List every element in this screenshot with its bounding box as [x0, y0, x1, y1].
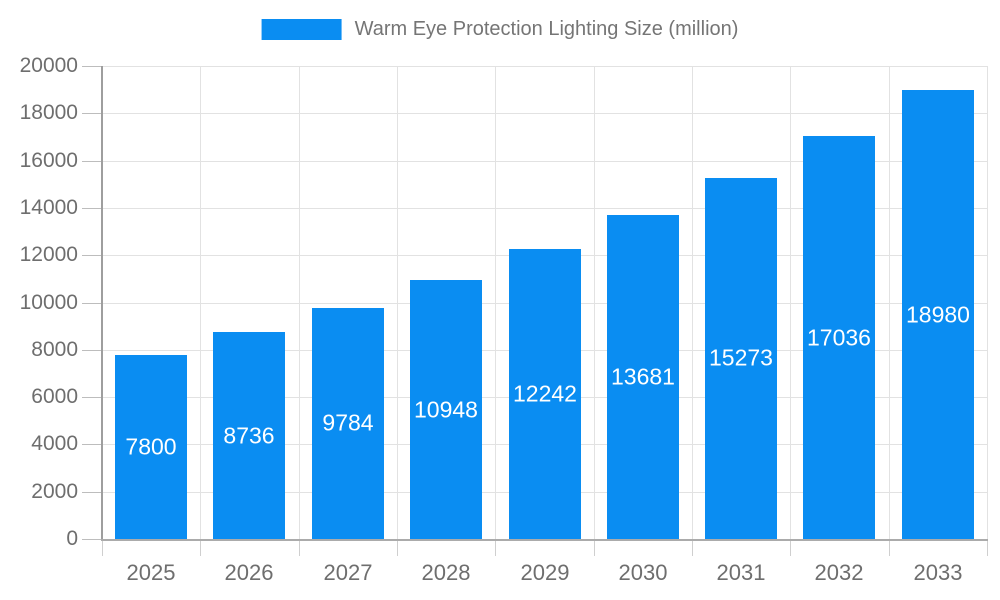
x-axis-line — [101, 539, 988, 541]
y-axis-tick — [82, 113, 102, 114]
x-gridline — [200, 66, 201, 539]
x-axis-tick — [790, 540, 791, 556]
y-axis-tick-label: 2000 — [31, 480, 78, 503]
bar-2029[interactable] — [509, 249, 581, 539]
y-axis-tick — [82, 303, 102, 304]
y-axis-tick-label: 8000 — [31, 338, 78, 361]
x-axis-label-2027: 2027 — [323, 560, 373, 585]
x-axis-tick — [299, 540, 300, 556]
y-axis-tick — [82, 444, 102, 445]
x-axis-label-2030: 2030 — [618, 560, 668, 585]
bar-2033[interactable] — [902, 90, 974, 539]
y-axis-tick-label: 0 — [66, 527, 78, 550]
y-axis-tick — [82, 161, 102, 162]
y-axis-tick — [82, 66, 102, 67]
x-axis-label-2028: 2028 — [421, 560, 471, 585]
legend-item[interactable]: Warm Eye Protection Lighting Size (milli… — [261, 18, 739, 41]
bar-2027[interactable] — [312, 308, 384, 539]
y-axis-tick-label: 16000 — [19, 149, 78, 172]
bar-2026[interactable] — [213, 332, 285, 539]
x-gridline — [495, 66, 496, 539]
x-axis-label-2029: 2029 — [520, 560, 570, 585]
y-axis-tick — [82, 208, 102, 209]
y-gridline — [102, 113, 987, 114]
legend-swatch — [261, 19, 342, 40]
y-gridline — [102, 66, 987, 67]
x-axis-tick — [692, 540, 693, 556]
y-axis-tick-label: 4000 — [31, 432, 78, 455]
x-axis-label-2031: 2031 — [716, 560, 766, 585]
x-axis-label-2032: 2032 — [814, 560, 864, 585]
y-axis-line — [101, 66, 103, 541]
x-gridline — [397, 66, 398, 539]
bar-2025[interactable] — [115, 355, 187, 539]
legend-label: Warm Eye Protection Lighting Size (milli… — [354, 18, 739, 40]
y-gridline — [102, 161, 987, 162]
x-gridline — [299, 66, 300, 539]
y-axis-tick-label: 6000 — [31, 385, 78, 408]
x-gridline — [987, 66, 988, 539]
bar-2031[interactable] — [705, 178, 777, 539]
x-gridline — [692, 66, 693, 539]
x-axis-label-2033: 2033 — [913, 560, 963, 585]
bar-2032[interactable] — [803, 136, 875, 539]
y-axis-tick-label: 14000 — [19, 196, 78, 219]
bar-2028[interactable] — [410, 280, 482, 539]
x-axis-tick — [200, 540, 201, 556]
x-axis-label-2025: 2025 — [126, 560, 176, 585]
x-gridline — [594, 66, 595, 539]
x-axis-tick — [102, 540, 103, 556]
y-axis-tick — [82, 539, 102, 540]
y-axis-tick — [82, 255, 102, 256]
y-axis-tick-label: 12000 — [19, 243, 78, 266]
y-axis-tick — [82, 397, 102, 398]
y-axis-tick-label: 10000 — [19, 291, 78, 314]
y-axis-tick-label: 18000 — [19, 101, 78, 124]
x-axis-tick — [987, 540, 988, 556]
x-axis-tick — [495, 540, 496, 556]
y-axis-tick — [82, 492, 102, 493]
x-axis-tick — [397, 540, 398, 556]
x-gridline — [889, 66, 890, 539]
x-axis-label-2026: 2026 — [224, 560, 274, 585]
bar-2030[interactable] — [607, 215, 679, 539]
y-axis-tick — [82, 350, 102, 351]
y-gridline — [102, 208, 987, 209]
y-axis-tick-label: 20000 — [19, 54, 78, 77]
x-axis-tick — [594, 540, 595, 556]
x-axis-tick — [889, 540, 890, 556]
x-gridline — [790, 66, 791, 539]
